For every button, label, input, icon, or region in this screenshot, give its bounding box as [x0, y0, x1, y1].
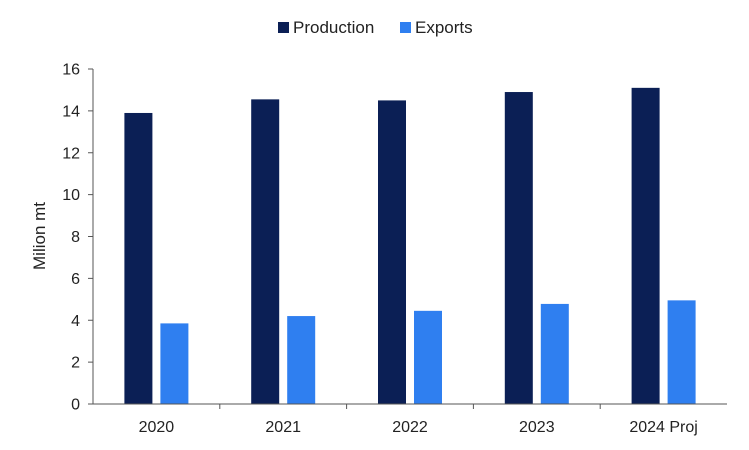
legend: Production Exports	[278, 18, 473, 37]
legend-swatch-exports	[400, 22, 411, 33]
x-tick-label: 2022	[392, 419, 428, 436]
y-tick-label: 14	[62, 103, 80, 120]
y-tick-label: 12	[62, 145, 80, 162]
bars	[124, 87, 696, 404]
bar-production-2021	[251, 99, 280, 404]
x-tick-label: 2021	[265, 419, 301, 436]
legend-label-production: Production	[293, 18, 374, 37]
legend-swatch-production	[278, 22, 289, 33]
x-tick-label: 2024 Proj	[629, 419, 698, 436]
bar-production-2020	[124, 112, 153, 404]
bar-exports-2022	[414, 310, 442, 404]
x-tick-label: 2020	[139, 419, 175, 436]
legend-label-exports: Exports	[415, 18, 473, 37]
y-axis-title: Milion mt	[30, 202, 49, 270]
x-tick-label: 2023	[519, 419, 555, 436]
y-tick-label: 4	[71, 313, 80, 330]
bar-production-2023	[504, 92, 533, 404]
bar-exports-2021	[287, 316, 316, 404]
bar-exports-2020	[160, 323, 189, 404]
y-tick-label: 10	[62, 187, 80, 204]
y-tick-label: 16	[62, 62, 80, 79]
y-tick-label: 8	[71, 229, 80, 246]
bar-production-2022	[378, 100, 406, 404]
bar-exports-2024-proj	[667, 300, 696, 404]
y-tick-label: 0	[71, 397, 80, 414]
bar-production-2024-proj	[631, 87, 660, 404]
y-axis-ticks: 0 2 4 6 8 10 12 14 16	[62, 62, 93, 414]
x-axis-ticks: 2020 2021 2022 2023 2024 Proj	[139, 404, 698, 436]
bar-exports-2023	[540, 303, 569, 404]
y-tick-label: 6	[71, 271, 80, 288]
y-tick-label: 2	[71, 355, 80, 372]
